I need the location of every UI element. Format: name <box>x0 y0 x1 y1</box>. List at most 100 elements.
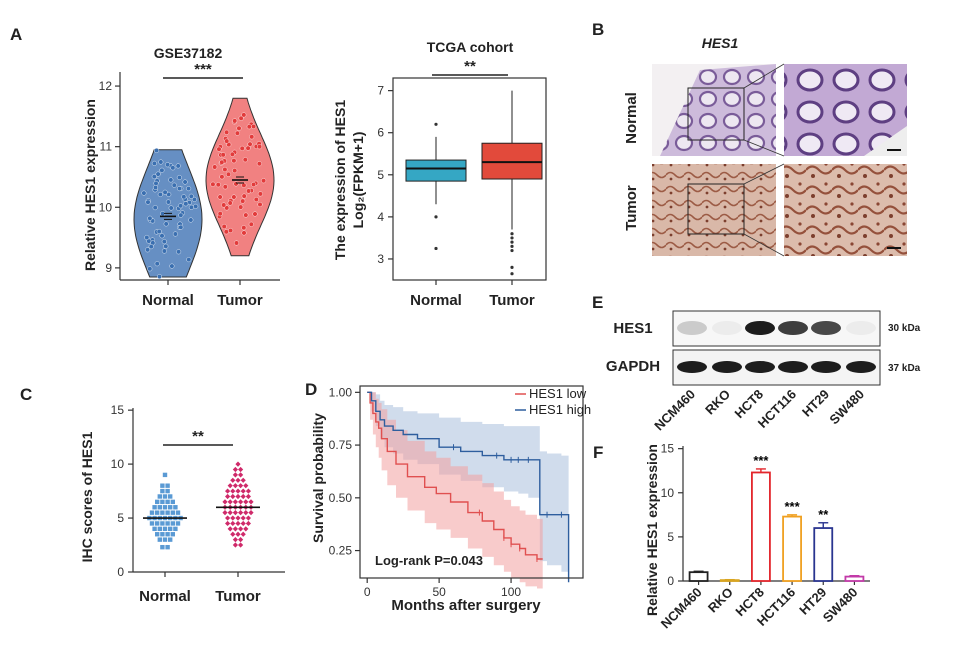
violin-point <box>165 162 171 168</box>
ihc-point-tumor <box>225 488 231 494</box>
violin-point <box>253 196 259 202</box>
ihc-point-normal <box>160 521 165 526</box>
ihc-point-tumor <box>232 526 238 532</box>
violin-point <box>188 193 194 199</box>
ihc-marks <box>143 461 260 550</box>
violin-point <box>232 168 238 174</box>
km-x-tick-label: 100 <box>501 585 521 599</box>
bar-ht29 <box>813 527 834 582</box>
violin-point <box>251 181 257 187</box>
ihc-point-tumor <box>232 483 238 489</box>
ihc-point-tumor <box>240 515 246 521</box>
violin-point <box>157 191 163 197</box>
violin-point <box>222 166 228 172</box>
violin-point <box>251 123 257 129</box>
violin-y-tick-label: 11 <box>100 140 113 154</box>
boxplot-box-normal <box>405 159 467 182</box>
ihc-point-tumor <box>225 515 231 521</box>
boxplot-box-tumor <box>481 142 543 180</box>
ihc-point-tumor <box>243 526 249 532</box>
ihc-point-tumor <box>238 483 244 489</box>
violin-point <box>186 186 192 192</box>
boxplot-frame <box>392 77 547 281</box>
violin-significance: *** <box>194 61 212 78</box>
violin-point <box>240 198 246 204</box>
ihc-point-tumor <box>235 477 241 483</box>
km-curve-low <box>367 391 543 560</box>
blot-band <box>677 321 707 335</box>
ihc-point-tumor <box>243 510 249 516</box>
ihc-tumor-connector-bottom <box>743 233 785 257</box>
violin-point <box>172 231 178 237</box>
panel-b-ihc-images: B HES1 Normal Tumor <box>592 20 907 257</box>
violin-point <box>191 196 197 202</box>
ihc-point-tumor <box>232 472 238 478</box>
boxplot-outlier <box>510 236 514 240</box>
ihc-significance: ** <box>192 428 204 445</box>
violin-point <box>147 266 153 272</box>
blot-size-hes1: 30 kDa <box>888 323 921 334</box>
ihc-point-tumor <box>240 493 246 500</box>
ihc-point-tumor <box>230 520 236 527</box>
violin-point <box>246 124 252 130</box>
ihc-point-tumor <box>230 515 236 521</box>
ihc-point-normal <box>160 510 165 515</box>
violin-point <box>144 234 150 240</box>
blot-strip-hes1 <box>672 310 881 347</box>
violin-point <box>256 161 262 167</box>
blot-size-gapdh: 37 kDa <box>888 363 921 374</box>
ihc-point-normal <box>168 526 173 532</box>
violin-point <box>212 164 218 170</box>
ihc-point-normal <box>155 521 160 526</box>
km-axes: 0.25 0.50 0.75 1.00 0 50 100 <box>329 385 584 599</box>
ihc-point-normal <box>157 494 162 499</box>
violin-point <box>224 205 230 211</box>
boxplot-y-tick-label: 7 <box>377 84 384 98</box>
ihc-axes: 0 5 10 15 Normal Tumor <box>111 403 285 605</box>
violin-point <box>241 112 247 118</box>
boxplot-y-tick-label: 5 <box>377 168 384 182</box>
ihc-point-tumor <box>240 477 246 483</box>
ihc-point-normal <box>149 510 155 515</box>
violin-point <box>233 240 239 246</box>
violin-point <box>141 190 147 196</box>
violin-point <box>153 180 159 186</box>
ihc-point-normal <box>168 537 173 542</box>
ihc-y-tick-label: 15 <box>111 403 125 417</box>
violin-point <box>210 181 216 187</box>
violin-point <box>163 221 169 227</box>
boxplot-marks <box>405 90 543 276</box>
km-band-low <box>367 392 543 589</box>
ihc-point-tumor <box>238 472 244 478</box>
boxplot-outlier <box>510 232 514 236</box>
violin-point <box>169 263 175 269</box>
boxplot-y-label: The expression of HES1 <box>332 100 348 260</box>
boxplot-y-tick-label: 3 <box>377 252 384 266</box>
blot-band <box>846 321 876 335</box>
km-y-tick-label: 0.25 <box>329 544 353 558</box>
boxplot-significance: ** <box>464 58 476 75</box>
panel-e-western-blot: E HES1 GAPDH 30 kDa 37 kDa NCM460 RKOHCT8… <box>592 293 921 433</box>
ihc-point-tumor <box>235 520 241 527</box>
bar-ncm460 <box>688 571 709 582</box>
ihc-point-tumor <box>227 483 233 489</box>
violin-point <box>227 200 233 206</box>
ihc-point-tumor <box>232 542 238 548</box>
panel-label-f: F <box>593 443 603 462</box>
bar-y-tick-label: 15 <box>661 442 675 456</box>
violin-point <box>182 179 188 185</box>
ihc-point-normal <box>160 544 165 550</box>
ihc-tumor-scale-bar <box>887 247 901 249</box>
blot-bands <box>677 321 876 373</box>
blot-label-hes1: HES1 <box>613 320 652 337</box>
ihc-point-tumor <box>232 466 238 473</box>
ihc-point-tumor <box>232 499 238 505</box>
violin-point <box>170 165 176 171</box>
violin-point <box>168 177 174 183</box>
ihc-normal-scale-bar <box>887 149 901 151</box>
ihc-row-label-tumor: Tumor <box>623 185 640 231</box>
violin-point <box>215 182 221 188</box>
ihc-point-tumor <box>235 461 241 467</box>
boxplot-title: TCGA cohort <box>427 39 514 55</box>
